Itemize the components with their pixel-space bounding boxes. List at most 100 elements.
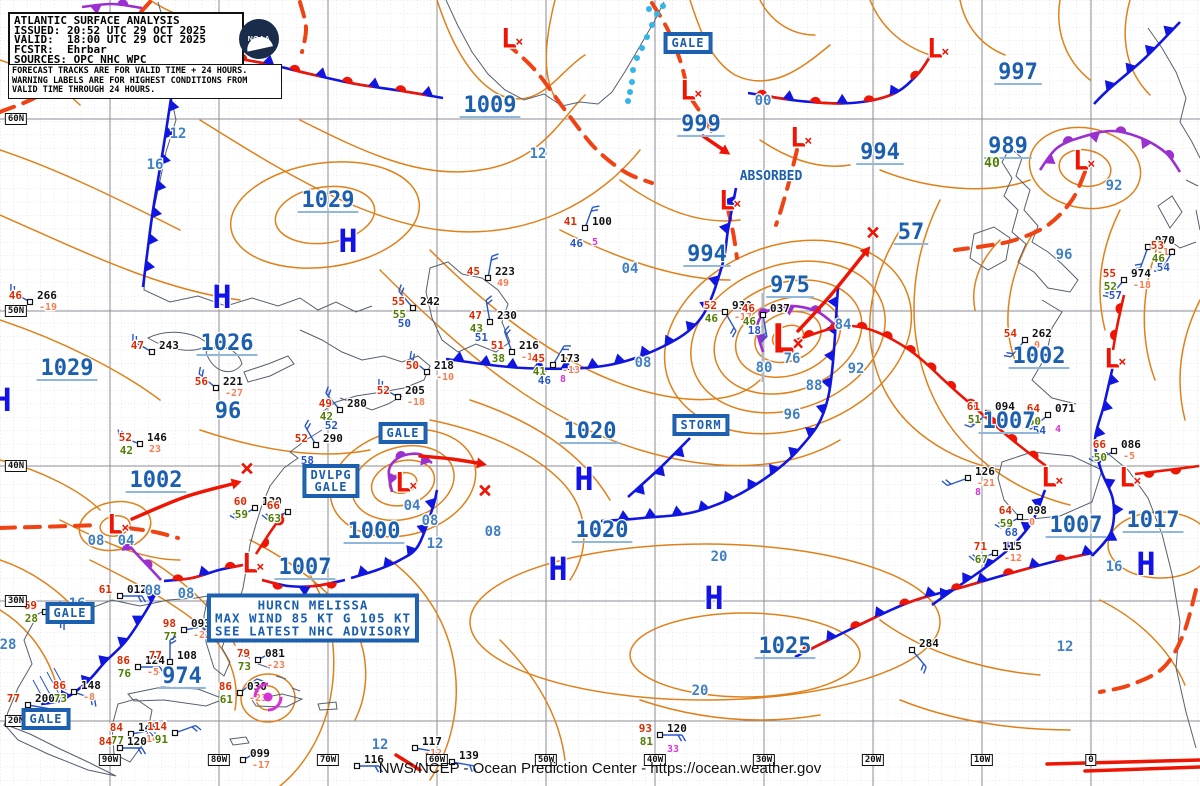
pressure-value: 999: [681, 112, 721, 137]
low-pressure-symbol: L: [242, 549, 258, 580]
wind-barb-tick: [265, 513, 272, 519]
ice-edge-dot: [639, 45, 645, 51]
wind-barb-tick: [327, 389, 332, 397]
low-position-x: ×: [733, 196, 741, 212]
isobar-label: 04: [404, 498, 421, 514]
wind-barb-tick: [997, 521, 1005, 527]
station-dewpoint: 63: [268, 512, 281, 525]
pressure-value: 1020: [576, 518, 629, 543]
station-temperature: 98: [163, 617, 176, 630]
station-temperature: 71: [974, 540, 988, 553]
pressure-center-label: 997: [994, 59, 1042, 86]
wind-barb-tick: [592, 205, 600, 209]
high-pressure-symbol: H: [574, 460, 593, 498]
front-triangle-pip: [357, 565, 370, 577]
wind-barb-tick: [920, 663, 925, 671]
station-marker: [136, 440, 144, 448]
wind-barb-tick: [760, 336, 768, 342]
station-marker: [251, 504, 259, 512]
station-temperature: 84: [99, 735, 113, 748]
station-marker: [759, 311, 767, 319]
front-semicircle-pip: [325, 581, 337, 589]
front-triangle-pip: [388, 472, 399, 485]
hurricane-symbol: [253, 682, 283, 712]
station-weather: 4: [1055, 424, 1061, 435]
wind-barb-tick: [486, 299, 493, 305]
front-semicircle-pip: [172, 574, 184, 581]
station-temperature: 64: [999, 504, 1013, 517]
station-plot: 77 200: [6, 691, 56, 716]
longitude-label: 50W: [534, 754, 558, 766]
wind-barb-tick: [261, 748, 269, 754]
low-pressure-symbol: L: [680, 76, 696, 107]
wind-barb-tick: [677, 734, 683, 742]
station-pressure: 223: [495, 265, 515, 278]
valid-line: VALID: 18:00 UTC 29 OCT 2025: [14, 33, 207, 47]
station-dewpoint: 60: [1028, 415, 1041, 428]
pressure-center-label: 1007: [978, 408, 1040, 435]
station-wave: 46: [538, 374, 552, 387]
movement-arrow: [701, 134, 731, 155]
wind-barb-tick: [760, 332, 767, 338]
front-triangle-pip: [1094, 425, 1106, 438]
station-marker: [24, 701, 32, 709]
station-marker: [1021, 336, 1029, 344]
wind-barb-tick: [941, 480, 948, 487]
pressure-value: 1007: [1050, 513, 1103, 538]
station-dewpoint: 28: [25, 612, 38, 625]
pressure-center-label: 975: [766, 272, 814, 299]
wind-barb-tick: [490, 257, 498, 261]
isobar-label: 12: [372, 737, 389, 753]
station-temperature: 61: [967, 400, 981, 413]
station-tendency: -13: [521, 352, 539, 363]
station-plot: 46 266-19: [8, 283, 58, 314]
station-dewpoint: 67: [975, 553, 988, 566]
station-plot: 50 218-10: [405, 350, 455, 384]
station-tendency: -21: [977, 478, 995, 489]
isobar-label: 88: [806, 378, 823, 394]
wind-barb-tick: [398, 284, 402, 292]
front-cold: [141, 91, 180, 288]
front-semicircle-pip: [809, 96, 821, 103]
front-triangle-pip: [821, 376, 832, 389]
wind-barb-tick: [1027, 423, 1035, 428]
station-dewpoint: 91: [155, 733, 169, 746]
wind-barb-tick: [412, 353, 416, 361]
station-marker: [394, 393, 402, 401]
pressure-center-label: 999: [677, 111, 725, 138]
isobar-label: 20: [711, 549, 728, 565]
station-tendency: -18: [407, 397, 425, 408]
wind-barb-tick: [306, 422, 312, 430]
low-pressure-symbol: L: [107, 510, 123, 541]
movement-arrow: [130, 478, 242, 521]
station-pressure: 173: [560, 352, 580, 365]
front-triangle-pip: [1088, 132, 1100, 143]
front-triangle-pip: [1140, 137, 1152, 149]
station-marker: [1110, 447, 1118, 455]
pressure-value: 96: [215, 399, 242, 424]
warning-box: GALE: [23, 710, 69, 728]
station-temperature: 49: [319, 397, 332, 410]
hurricane-eye: [263, 692, 273, 702]
station-temperature: 86: [53, 679, 67, 692]
longitude-label: 90W: [98, 754, 122, 766]
front-triangle-pip: [452, 351, 465, 362]
pressure-value: 1007: [983, 409, 1036, 434]
trough-line: [0, 523, 100, 530]
arrow-head: [476, 457, 487, 469]
pressure-center-label: 1002: [125, 467, 187, 494]
high-pressure-symbol: H: [338, 222, 357, 260]
longitude-label: 40W: [643, 754, 667, 766]
pressure-value: 1029: [302, 188, 355, 213]
station-marker: [116, 744, 124, 752]
pressure-value: 1002: [130, 468, 183, 493]
front-triangle-pip: [424, 497, 436, 510]
station-marker: [721, 308, 729, 316]
front-line: [81, 2, 143, 10]
front-warm: [1134, 464, 1200, 478]
pressure-center-label: 1017: [1122, 507, 1184, 534]
front-semicircle-pip: [966, 398, 977, 408]
front-occluded: [81, 0, 143, 15]
front-triangle-pip: [824, 349, 835, 362]
